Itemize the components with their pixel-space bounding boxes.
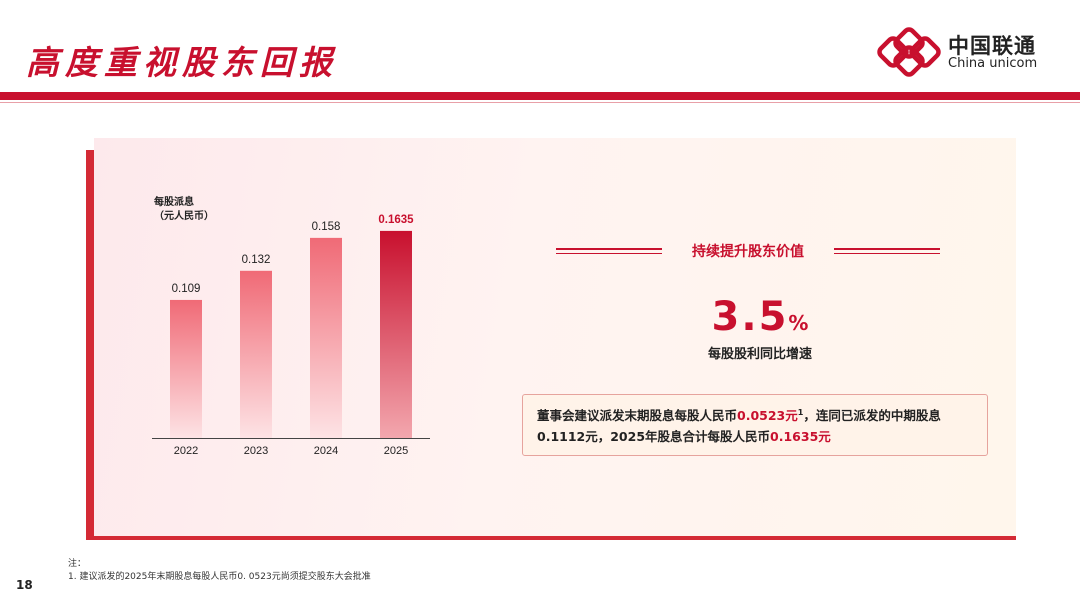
footnote-heading: 注： (68, 559, 87, 569)
logo-text-cn: 中国联通 (948, 34, 1036, 58)
y-axis-label-line1: 每股派息 (154, 197, 194, 208)
data-label-2024: 0.158 (312, 221, 341, 233)
china-unicom-logo: 中国联通 China unicom (876, 26, 1056, 82)
growth-kpi: 3.5% (660, 294, 860, 340)
note-footnote-ref: 1 (797, 407, 804, 417)
x-tick-2024: 2024 (314, 445, 338, 457)
kpi-label: 每股股利同比增速 (707, 347, 812, 362)
bar-2025 (380, 230, 412, 438)
x-tick-2022: 2022 (174, 445, 198, 457)
bar-2024 (310, 237, 342, 438)
note-text-1: 董事会建议派发末期股息每股人民币 (537, 408, 738, 423)
unicom-knot-icon (877, 27, 941, 77)
data-label-2023: 0.132 (242, 254, 271, 266)
bar-2022 (170, 299, 202, 438)
kpi-value: 3.5 (711, 294, 789, 340)
y-axis-unit: 每股派息 （元人民币） (154, 196, 214, 224)
note-text-2: ，连同已派发的中期股息 (803, 408, 941, 423)
dividend-note-box: 董事会建议派发末期股息每股人民币0.0523元1，连同已派发的中期股息 0.11… (522, 394, 988, 456)
header-rule (0, 92, 1080, 100)
kpi-unit: % (788, 311, 809, 335)
note-total-dividend: 0.1635元 (770, 429, 831, 444)
chart-plot: 0.109 2022 0.132 2023 0.158 2024 0.1635 2025 (152, 214, 430, 457)
data-label-2022: 0.109 (172, 283, 201, 295)
footnote: 注： 1. 建议派发的2025年末期股息每股人民币0. 0523元尚须提交股东大… (68, 558, 371, 584)
heading-rule-left (556, 248, 662, 254)
page-title: 高度重视股东回报 (26, 43, 338, 82)
y-axis-label-line2: （元人民币） (154, 211, 214, 222)
note-line-1: 董事会建议派发末期股息每股人民币0.0523元1，连同已派发的中期股息 (537, 405, 977, 426)
section-title: 持续提升股东价值 (692, 244, 804, 260)
section-heading: 持续提升股东价值 (556, 238, 940, 264)
data-label-2025: 0.1635 (378, 214, 414, 226)
x-tick-2025: 2025 (384, 445, 408, 457)
x-tick-2023: 2023 (244, 445, 268, 457)
page-number: 18 (16, 578, 33, 592)
note-final-dividend: 0.0523元 (737, 408, 798, 423)
dividend-chart: 每股派息 （元人民币） 0.109 2022 0.132 2023 0.158 2024 0… (120, 190, 450, 470)
heading-rule-right (834, 248, 940, 254)
logo-text-en: China unicom (948, 56, 1038, 71)
bar-2023 (240, 270, 272, 438)
note-text-3: 0.1112元，2025年股息合计每股人民币 (537, 429, 771, 444)
header-rule-thin (0, 102, 1080, 103)
footnote-line-1: 1. 建议派发的2025年末期股息每股人民币0. 0523元尚须提交股东大会批准 (68, 572, 371, 582)
note-line-2: 0.1112元，2025年股息合计每股人民币0.1635元 (537, 426, 977, 447)
